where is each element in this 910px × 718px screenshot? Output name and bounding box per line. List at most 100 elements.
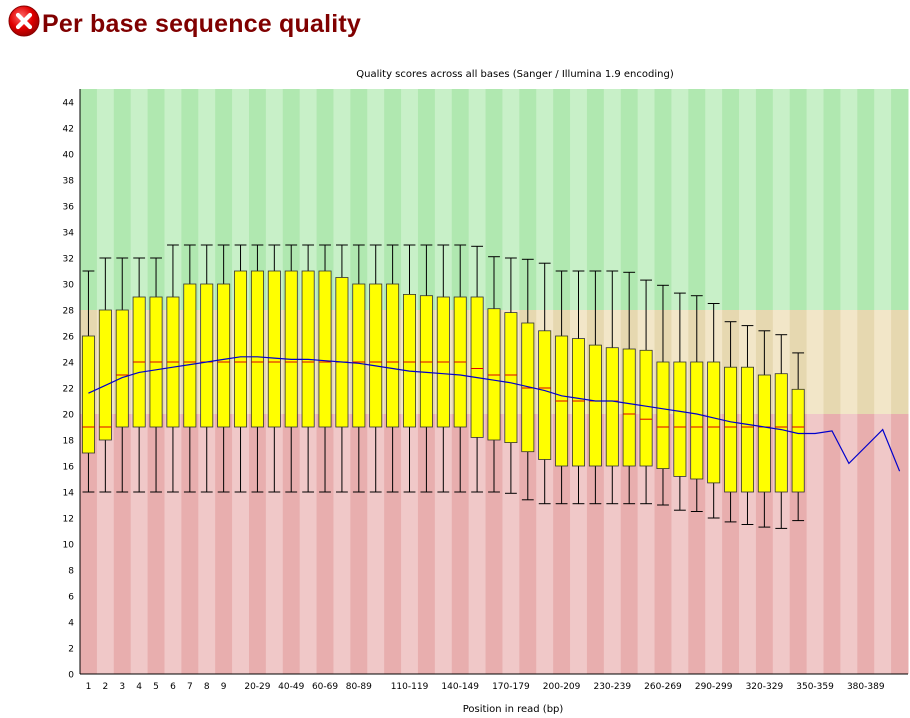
zone-good-band (147, 89, 165, 310)
zone-good-band (198, 89, 216, 310)
quality-box (98, 309, 112, 441)
zone-poor-band (232, 414, 250, 674)
zone-poor-band (806, 414, 825, 674)
zone-poor-band (671, 414, 689, 674)
x-tick-label: 1 (86, 682, 92, 692)
zone-poor-band (333, 414, 351, 674)
x-tick-label: 350-359 (796, 682, 834, 692)
zone-poor-band (417, 414, 436, 674)
zone-good-band (80, 89, 98, 310)
y-tick-label: 20 (63, 411, 75, 421)
zone-poor-band (570, 414, 588, 674)
zone-poor-band (654, 414, 672, 674)
quality-box (81, 335, 95, 454)
zone-good-band (468, 89, 487, 310)
x-tick-label: 290-299 (695, 682, 733, 692)
zone-good-band (434, 89, 453, 310)
quality-box (386, 283, 400, 428)
zone-good-band (637, 89, 656, 310)
x-tick-label: 8 (204, 682, 210, 692)
zone-good-band (299, 89, 318, 310)
zone-good-band (130, 89, 149, 310)
zone-good-band (316, 89, 334, 310)
quality-box (757, 374, 771, 493)
zone-poor-band (147, 414, 165, 674)
zone-good-band (519, 89, 537, 310)
y-tick-label: 8 (68, 567, 74, 577)
zone-good-band (417, 89, 436, 310)
quality-box (487, 308, 501, 441)
y-tick-label: 22 (63, 385, 74, 395)
y-tick-label: 16 (63, 463, 75, 473)
quality-box (470, 296, 484, 438)
quality-box (352, 283, 366, 428)
quality-box (740, 366, 754, 493)
zone-poor-band (857, 414, 875, 674)
zone-poor-band (891, 414, 909, 674)
quality-box (369, 283, 383, 428)
y-tick-label: 34 (63, 229, 75, 239)
zone-poor-band (80, 414, 98, 674)
quality-box (200, 283, 214, 428)
x-tick-label: 260-269 (644, 682, 682, 692)
x-tick-label: 7 (187, 682, 193, 692)
y-tick-label: 26 (63, 333, 75, 343)
quality-box (656, 361, 670, 469)
zone-poor-band (637, 414, 656, 674)
quality-box (234, 270, 248, 428)
zone-poor-band (603, 414, 622, 674)
zone-good-band (603, 89, 622, 310)
quality-box (504, 312, 518, 444)
y-tick-label: 10 (63, 541, 75, 551)
quality-box (572, 338, 585, 467)
quality-box (318, 270, 332, 428)
zone-poor-band (384, 414, 402, 674)
box-plots (81, 244, 805, 529)
zone-poor-band (586, 414, 605, 674)
quality-box (622, 348, 636, 467)
zone-good-band (502, 89, 520, 310)
y-tick-label: 30 (63, 281, 75, 291)
quality-box (605, 347, 619, 467)
quality-box (301, 270, 315, 428)
zone-poor-band (434, 414, 453, 674)
zone-good-band (215, 89, 233, 310)
y-tick-label: 28 (63, 307, 75, 317)
zone-good-band (164, 89, 182, 310)
zone-good-band (553, 89, 571, 310)
quality-box (403, 293, 416, 428)
zone-reasonable-band (840, 310, 858, 414)
zone-poor-band (553, 414, 571, 674)
quality-box (774, 373, 788, 493)
zone-poor-band (215, 414, 233, 674)
quality-box (217, 283, 231, 428)
zone-good-band (840, 89, 858, 310)
quality-box (538, 330, 552, 460)
zone-reasonable-band (806, 310, 825, 414)
y-tick-label: 14 (63, 489, 75, 499)
zone-good-band (401, 89, 419, 310)
quality-box (284, 270, 298, 428)
quality-box (250, 270, 264, 428)
x-tick-label: 110-119 (391, 682, 429, 692)
zone-good-band (722, 89, 740, 310)
quality-box (639, 349, 653, 467)
zone-poor-band (536, 414, 554, 674)
zone-poor-band (130, 414, 149, 674)
y-tick-label: 12 (63, 515, 74, 525)
zone-reasonable-band (891, 310, 909, 414)
zone-poor-band (164, 414, 182, 674)
x-tick-label: 380-389 (847, 682, 885, 692)
zone-poor-band (248, 414, 267, 674)
zone-good-band (671, 89, 689, 310)
zone-reasonable-band (857, 310, 875, 414)
zone-poor-band (502, 414, 520, 674)
quality-box (115, 309, 129, 428)
zone-reasonable-band (823, 310, 841, 414)
zone-poor-band (823, 414, 841, 674)
x-tick-label: 80-89 (346, 682, 372, 692)
x-tick-label: 20-29 (244, 682, 270, 692)
y-tick-label: 40 (63, 151, 75, 161)
zone-good-band (367, 89, 385, 310)
